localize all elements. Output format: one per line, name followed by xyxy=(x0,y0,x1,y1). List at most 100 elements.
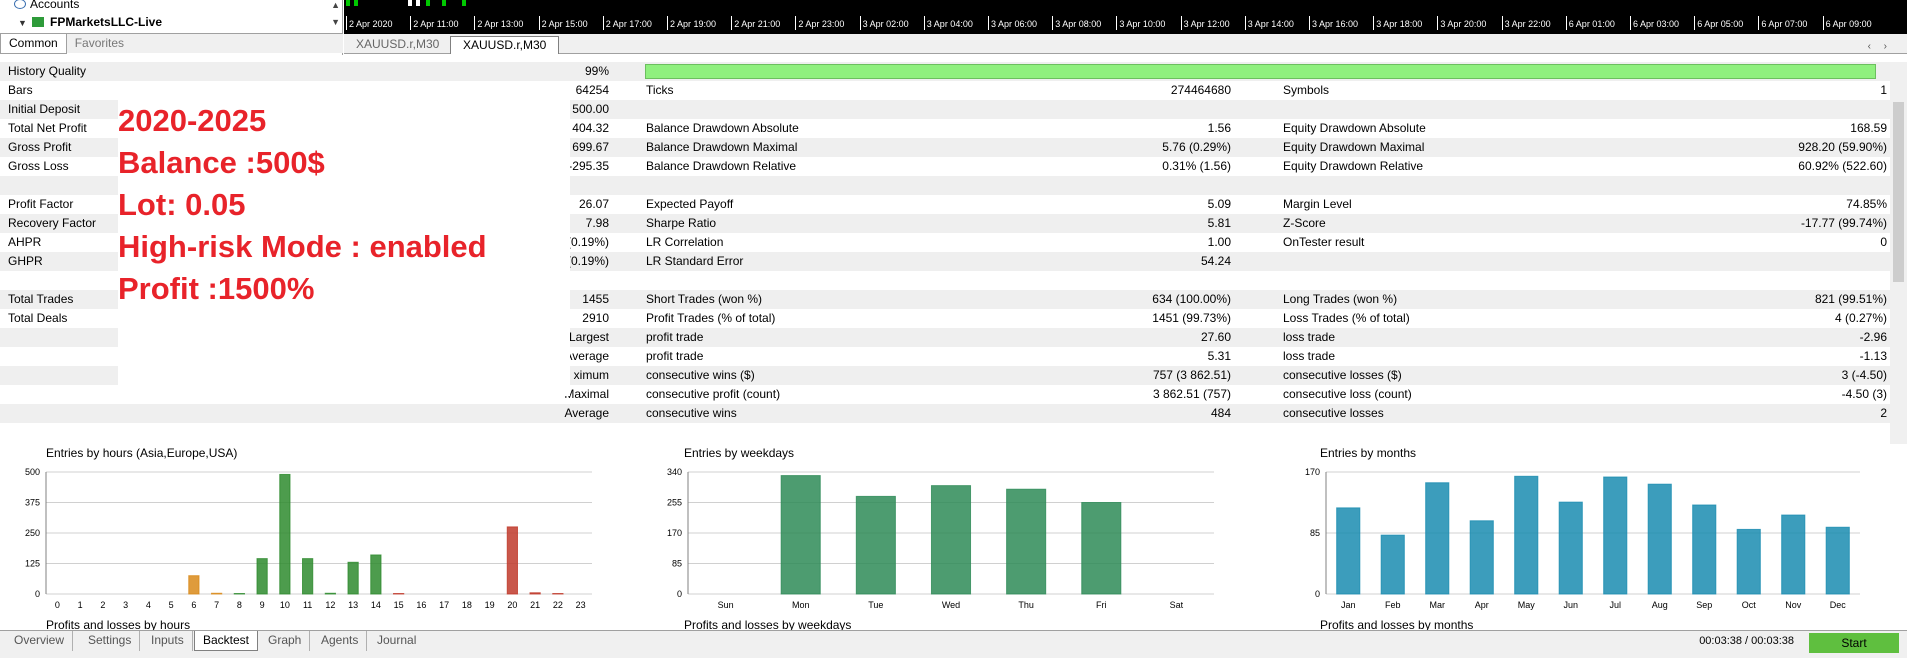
report-cell-c6: 60.92% (522.60) xyxy=(1798,159,1887,173)
y-tick-label: 85 xyxy=(1310,528,1320,538)
x-tick-label: Jun xyxy=(1563,600,1578,610)
tab-journal[interactable]: Journal xyxy=(377,633,417,647)
report-cell-c2: 7 404.32 xyxy=(562,121,609,135)
bar xyxy=(1514,475,1539,595)
tab-backtest[interactable]: Backtest xyxy=(194,631,259,651)
scroll-down-icon[interactable]: ▼ xyxy=(331,17,340,27)
report-cell-c3: consecutive wins ($) xyxy=(646,368,755,382)
report-row: Profit Factor 26.07 Expected Payoff 5.09 Mar… xyxy=(0,195,1890,214)
x-tick-label: 15 xyxy=(394,600,404,610)
time-tick-label: 3 Apr 08:00 xyxy=(1052,16,1102,30)
report-cell-c4: 274464680 xyxy=(1170,83,1231,97)
report-cell-c1: Initial Deposit xyxy=(8,102,81,116)
bar xyxy=(1425,482,1450,595)
bar xyxy=(506,526,518,595)
report-cell-c2: (0.19%) xyxy=(566,235,609,249)
x-tick-label: 16 xyxy=(416,600,426,610)
tab-settings[interactable]: Settings xyxy=(80,631,141,651)
tab-graph[interactable]: Graph xyxy=(260,631,311,651)
tab-favorites[interactable]: Favorites xyxy=(74,36,125,50)
account-item[interactable]: ▼ FPMarketsLLC-Live xyxy=(18,14,361,31)
x-tick-label: 5 xyxy=(169,600,174,610)
entries-by-months-chart: Entries by months 0 85 170 Jan Feb Mar Apr May J… xyxy=(1305,446,1880,632)
time-tick-label: 2 Apr 15:00 xyxy=(538,16,588,30)
report-cell-c3: Profit Trades (% of total) xyxy=(646,311,776,325)
report-cell-c4: 27.60 xyxy=(1200,330,1231,344)
overlay-line: Lot: 0.05 xyxy=(118,187,246,222)
report-cell-c3: consecutive wins xyxy=(646,406,737,420)
report-cell-c5: Symbols xyxy=(1283,83,1330,97)
report-cell-c5: Equity Drawdown Relative xyxy=(1283,159,1424,173)
x-tick-label: 22 xyxy=(553,600,563,610)
report-cell-c5: loss trade xyxy=(1283,349,1336,363)
scroll-up-icon[interactable]: ▲ xyxy=(331,0,340,10)
navigator-panel: Accounts ▼ FPMarketsLLC-Live ▲ ▼ Common Fa… xyxy=(0,0,343,55)
x-tick-label: 23 xyxy=(576,600,586,610)
bar xyxy=(1469,520,1494,595)
time-tick-label: 2 Apr 23:00 xyxy=(795,16,845,30)
time-tick-label: 3 Apr 04:00 xyxy=(923,16,973,30)
bar xyxy=(780,475,821,595)
time-tick-label: 3 Apr 22:00 xyxy=(1501,16,1551,30)
bar xyxy=(529,592,541,595)
time-tick-label: 3 Apr 02:00 xyxy=(859,16,909,30)
accounts-item[interactable]: Accounts xyxy=(14,0,357,13)
y-tick-label: 170 xyxy=(1305,467,1320,477)
report-cell-c2: -295.35 xyxy=(568,159,609,173)
report-cell-c4: 0.31% (1.56) xyxy=(1162,159,1231,173)
x-tick-label: Jan xyxy=(1341,600,1356,610)
chart-title: Entries by hours (Asia,Europe,USA) xyxy=(46,446,238,460)
tab-scroll-left-icon[interactable]: ‹ xyxy=(1867,41,1871,52)
x-tick-label: 20 xyxy=(507,600,517,610)
report-cell-c4: 1451 (99.73%) xyxy=(1152,311,1231,325)
y-tick-label: 340 xyxy=(667,467,682,477)
y-tick-label: 170 xyxy=(667,528,682,538)
report-cell-c5: consecutive losses ($) xyxy=(1283,368,1402,382)
report-cell-c4: 484 xyxy=(1210,406,1231,420)
x-tick-label: Mon xyxy=(792,600,810,610)
report-cell-c4: 1.00 xyxy=(1207,235,1231,249)
report-cell-c5: OnTester result xyxy=(1283,235,1365,249)
x-tick-label: Dec xyxy=(1830,600,1847,610)
report-cell-c5: Z-Score xyxy=(1283,216,1326,230)
candle xyxy=(354,0,358,6)
report-row: Bars 64254 Ticks 274464680 Symbols 1 xyxy=(0,81,1890,100)
tab-scroll-right-icon[interactable]: › xyxy=(1883,41,1887,52)
start-button[interactable]: Start xyxy=(1809,633,1899,653)
x-tick-label: 10 xyxy=(280,600,290,610)
report-cell-c3: LR Standard Error xyxy=(646,254,744,268)
report-cell-c3: Ticks xyxy=(646,83,674,97)
vertical-scrollbar[interactable] xyxy=(1890,62,1907,444)
bar xyxy=(1380,534,1405,595)
expand-chevron-icon[interactable]: ▼ xyxy=(18,18,27,28)
annotation-overlay: 2020-2025 Balance :500$ Lot: 0.05 High-r… xyxy=(118,81,570,396)
report-row: Maximal consecutive profit (count) 3 862.5… xyxy=(0,385,1890,404)
x-tick-label: 1 xyxy=(78,600,83,610)
tab-overview[interactable]: Overview xyxy=(6,631,74,651)
x-tick-label: 14 xyxy=(371,600,381,610)
bar xyxy=(211,592,223,595)
report-cell-c3: Expected Payoff xyxy=(646,197,734,211)
x-tick-label: 4 xyxy=(146,600,151,610)
time-tick-label: 2 Apr 17:00 xyxy=(602,16,652,30)
tab-common[interactable]: Common xyxy=(0,34,67,54)
report-cell-c1: History Quality xyxy=(8,64,87,78)
report-cell-c4: 3 862.51 (757) xyxy=(1152,387,1231,401)
tab-agents[interactable]: Agents xyxy=(313,631,368,651)
chart-tab[interactable]: XAUUSD.r,M30 xyxy=(356,37,440,51)
price-chart[interactable]: 2 Apr 2020 2 Apr 11:00 2 Apr 13:00 2 Apr 15… xyxy=(344,0,1907,34)
chart-tab-active[interactable]: XAUUSD.r,M30 xyxy=(450,36,560,54)
scrollbar-thumb[interactable] xyxy=(1893,102,1904,282)
x-tick-label: 0 xyxy=(55,600,60,610)
x-tick-label: Fri xyxy=(1096,600,1107,610)
x-tick-label: Apr xyxy=(1475,600,1489,610)
time-tick-label: 3 Apr 14:00 xyxy=(1244,16,1294,30)
tab-inputs[interactable]: Inputs xyxy=(143,631,193,651)
report-cell-c5: Equity Drawdown Absolute xyxy=(1283,121,1426,135)
history-quality-bar xyxy=(645,64,1876,79)
time-tick-label: 3 Apr 10:00 xyxy=(1116,16,1166,30)
x-tick-label: Mar xyxy=(1430,600,1446,610)
bar xyxy=(279,473,291,595)
x-tick-label: 18 xyxy=(462,600,472,610)
